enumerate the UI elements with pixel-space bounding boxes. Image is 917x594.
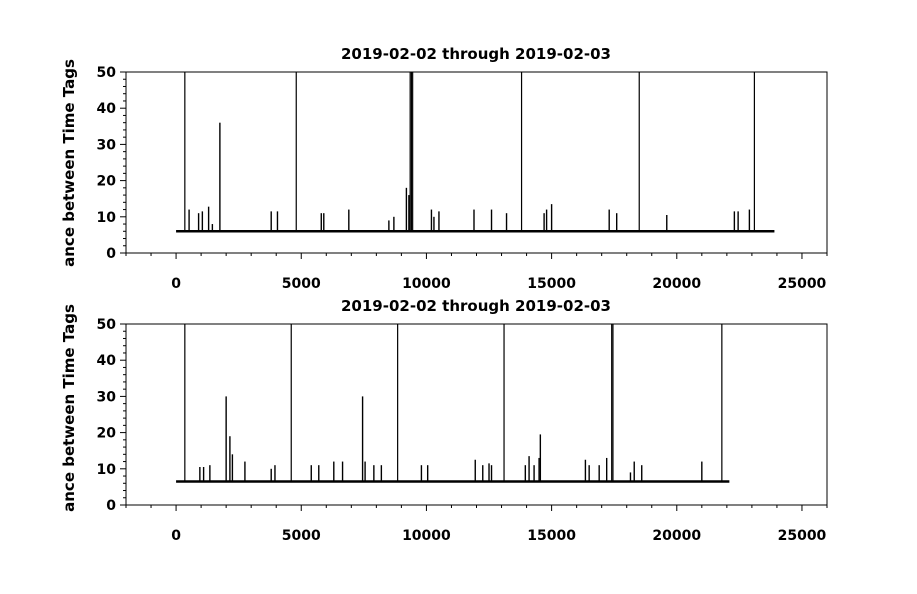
bottom-chart-y-axis-label: ance between Time Tags <box>60 304 78 512</box>
bottom-chart-panel: 2019-02-02 through 2019-02-03 ance betwe… <box>60 297 828 544</box>
top-chart-x-tick-label: 0 <box>171 276 181 292</box>
bottom-chart-x-tick-label: 0 <box>171 528 181 544</box>
top-chart-y-tick-label: 50 <box>97 65 117 81</box>
top-chart-y-tick-label: 20 <box>97 174 117 190</box>
top-chart-x-tick-label: 10000 <box>402 276 451 292</box>
top-chart-x-tick-label: 20000 <box>652 276 701 292</box>
bottom-chart-x-tick-label: 20000 <box>652 528 701 544</box>
bottom-chart-y-tick-label: 10 <box>97 462 117 478</box>
bottom-chart-x-tick-label: 25000 <box>778 528 827 544</box>
bottom-chart-y-tick-label: 40 <box>97 353 117 369</box>
bottom-chart-y-tick-label: 30 <box>97 389 117 405</box>
top-chart-panel: 2019-02-02 through 2019-02-03 ance betwe… <box>60 45 828 292</box>
top-chart-y-tick-label: 30 <box>97 137 117 153</box>
top-chart-y-tick-label: 40 <box>97 101 117 117</box>
top-chart-x-tick-label: 5000 <box>282 276 321 292</box>
bottom-chart-y-tick-label: 20 <box>97 426 117 442</box>
bottom-chart-y-tick-label: 50 <box>97 317 117 333</box>
top-chart-plot-frame <box>125 71 828 254</box>
top-chart-x-tick-label: 15000 <box>527 276 576 292</box>
top-chart-y-tick-label: 0 <box>106 246 116 262</box>
bottom-chart-x-tick-label: 15000 <box>527 528 576 544</box>
bottom-chart-x-tick-label: 5000 <box>282 528 321 544</box>
bottom-chart-y-tick-label: 0 <box>106 498 116 514</box>
top-chart-y-tick-label: 10 <box>97 210 117 226</box>
top-chart-x-tick-label: 25000 <box>778 276 827 292</box>
top-chart-title: 2019-02-02 through 2019-02-03 <box>341 45 611 63</box>
top-chart-y-axis-label: ance between Time Tags <box>60 59 78 267</box>
bottom-chart-x-tick-label: 10000 <box>402 528 451 544</box>
bottom-chart-title: 2019-02-02 through 2019-02-03 <box>341 297 611 315</box>
